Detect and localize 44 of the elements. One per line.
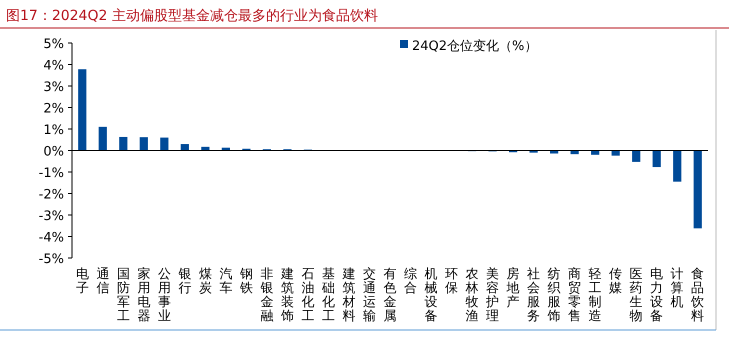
x-tick-label: 商贸零售: [568, 267, 582, 324]
y-tick-label: 1%: [43, 123, 64, 138]
y-tick-label: 4%: [43, 58, 64, 74]
x-tick-label: 家用电器: [137, 266, 150, 324]
x-tick-label: 纺织服饰: [546, 267, 561, 324]
x-tick-label: 基础化工: [320, 267, 335, 324]
x-tick-label: 通信: [96, 267, 110, 296]
y-tick-label: 5%: [43, 37, 64, 52]
x-tick-label: 煤炭: [198, 267, 212, 296]
y-tick-label: -1%: [38, 166, 64, 181]
x-tick-label: 银行: [177, 267, 192, 296]
x-tick-label: 公用事业: [158, 267, 171, 324]
x-tick-label: 环保: [445, 267, 458, 296]
x-tick-label: 建筑装饰: [280, 267, 294, 324]
x-tick-label: 轻工制造: [588, 267, 602, 324]
x-tick-label: 食品饮料: [690, 267, 704, 324]
x-tick-label: 非银金融: [259, 267, 274, 324]
x-tick-label: 社会服务: [527, 267, 540, 324]
x-tick-label: 农林牧渔: [464, 267, 479, 324]
x-tick-label: 机械设备: [424, 267, 438, 324]
chart-title: 图17：2024Q2 主动偏股型基金减仓最多的行业为食品饮料: [6, 8, 378, 24]
x-tick-label: 医药生物: [630, 267, 643, 324]
y-tick-label: 2%: [43, 102, 64, 116]
legend-label: 24Q2仓位变化（%）: [412, 39, 538, 54]
y-tick-label: -3%: [38, 209, 64, 224]
x-tick-label: 建筑材料: [341, 267, 356, 324]
x-tick-label: 汽车: [219, 267, 232, 296]
y-tick-label: 0%: [43, 144, 64, 160]
x-tick-label: 美容护理: [485, 266, 500, 324]
x-tick-label: 交通运输: [362, 266, 376, 324]
y-tick-label: -5%: [38, 252, 64, 267]
x-tick-label: 电力设备: [650, 267, 664, 324]
y-tick-label: 3%: [43, 80, 64, 95]
x-tick-label: 国防军工: [116, 267, 130, 324]
x-tick-label: 有色金属: [384, 267, 396, 324]
x-tick-label: 电子: [76, 267, 89, 296]
y-tick-label: -2%: [38, 188, 64, 202]
x-tick-label: 综合: [404, 267, 418, 296]
x-tick-label: 传媒: [609, 267, 622, 296]
y-tick-label: -4%: [38, 230, 64, 246]
x-tick-label: 房地产: [506, 266, 520, 310]
x-tick-label: 计算机: [670, 267, 684, 310]
x-tick-label: 石油化工: [301, 267, 314, 324]
x-tick-label: 钢铁: [238, 267, 253, 296]
